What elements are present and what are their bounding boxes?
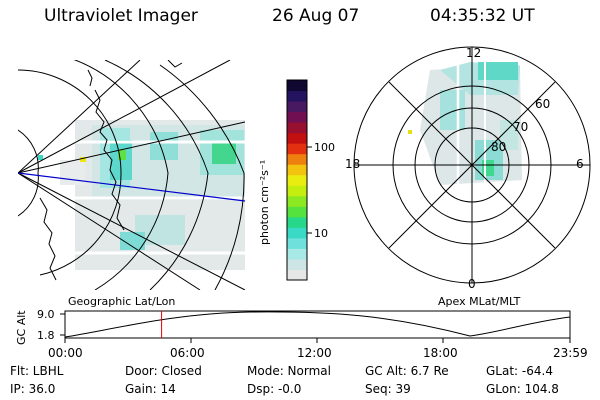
mlt-label-0: 0: [468, 277, 476, 291]
status-dsp: Dsp: -0.0: [247, 382, 302, 396]
status-door: Door: Closed: [125, 364, 202, 378]
colorbar-segment: [287, 269, 307, 281]
colorbar: [286, 79, 312, 281]
altitude-curve: [64, 311, 571, 338]
timeline-xtick: 18:00: [423, 346, 458, 360]
status-gc-alt: GC Alt: 6.7 Re: [365, 364, 449, 378]
time-label: 04:35:32 UT: [430, 6, 535, 26]
status-mode: Mode: Normal: [247, 364, 331, 378]
status-glat: GLat: -64.4: [486, 364, 553, 378]
geographic-caption: Geographic Lat/Lon: [68, 295, 176, 308]
colorbar-segment: [287, 195, 307, 207]
colorbar-unit-label: photon cm⁻²s⁻¹: [258, 159, 271, 245]
timeline-xtick: 12:00: [297, 346, 332, 360]
status-glon: GLon: 104.8: [486, 382, 559, 396]
timeline-ytick-bottom: 1.8: [37, 329, 55, 342]
colorbar-segment: [287, 227, 307, 239]
polar-map: [353, 46, 591, 284]
colorbar-segment: [287, 153, 307, 165]
status-ip: IP: 36.0: [10, 382, 56, 396]
polar-grid: [353, 46, 591, 284]
polar-caption: Apex MLat/MLT: [438, 295, 521, 308]
date-label: 26 Aug 07: [272, 6, 360, 26]
mlt-label-6: 6: [576, 157, 584, 171]
geographic-map: [18, 60, 246, 290]
map-grid-left: [18, 60, 246, 290]
coastline: [39, 60, 183, 281]
colorbar-segment: [287, 101, 307, 113]
colorbar-segment: [287, 174, 307, 186]
colorbar-segment: [287, 248, 307, 260]
colorbar-segment: [287, 90, 307, 102]
timeline-ytick-top: 9.0: [37, 308, 55, 321]
colorbar-segment: [287, 237, 307, 249]
colorbar-segment: [287, 143, 307, 155]
colorbar-segment: [287, 258, 307, 270]
colorbar-segment: [287, 164, 307, 176]
mlt-label-18: 18: [345, 157, 361, 171]
colorbar-segment: [287, 132, 307, 144]
status-filter: Flt: LBHL: [10, 364, 64, 378]
status-gain: Gain: 14: [125, 382, 176, 396]
colorbar-segment: [287, 185, 307, 197]
mlt-label-12: 12: [466, 46, 482, 60]
colorbar-segment: [287, 216, 307, 228]
lat-label-80: 80: [491, 140, 507, 154]
timeline-plot: [60, 310, 571, 343]
colorbar-segments: [287, 80, 307, 281]
lat-label-70: 70: [513, 120, 529, 134]
satellite-track-line: [18, 172, 246, 202]
colorbar-segment: [287, 80, 307, 92]
timeline-ylabel: GC Alt: [15, 310, 28, 345]
colorbar-segment: [287, 122, 307, 134]
timeline-xtick: 23:59: [553, 346, 588, 360]
timeline-xtick: 06:00: [170, 346, 205, 360]
lat-label-60: 60: [535, 97, 551, 111]
colorbar-tick-10: 10: [314, 227, 328, 240]
timeline-xtick: 00:00: [48, 346, 83, 360]
colorbar-segment: [287, 111, 307, 123]
aurora-image-polar: [408, 62, 522, 190]
status-seq: Seq: 39: [365, 382, 411, 396]
colorbar-tick-100: 100: [314, 141, 335, 154]
colorbar-segment: [287, 206, 307, 218]
instrument-title: Ultraviolet Imager: [44, 6, 198, 26]
